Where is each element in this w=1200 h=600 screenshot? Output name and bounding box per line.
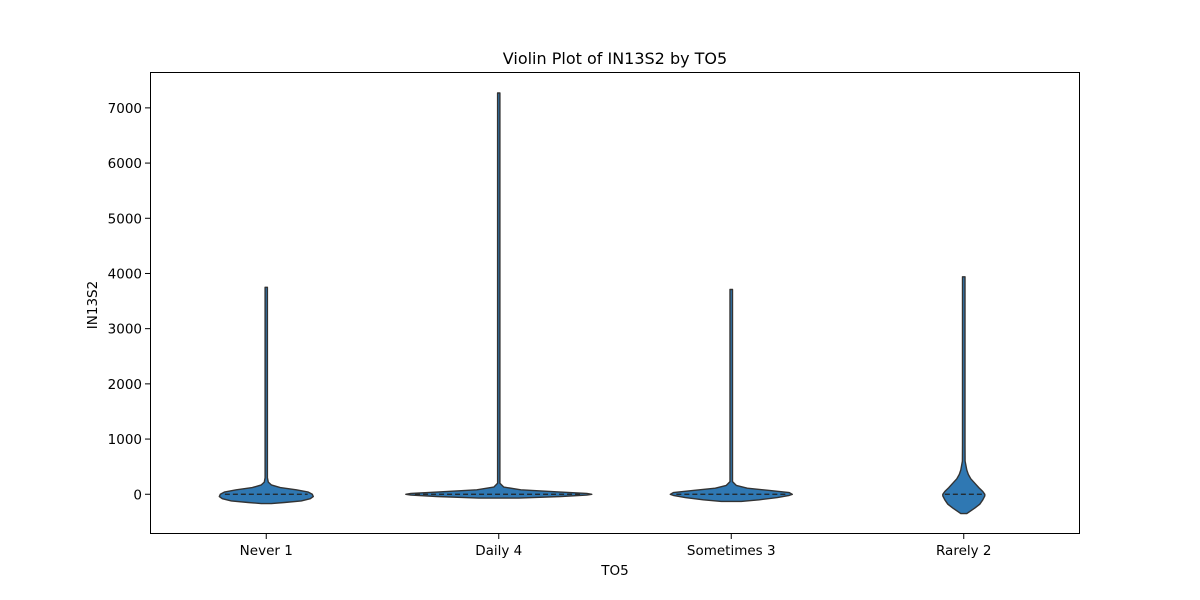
chart-title: Violin Plot of IN13S2 by TO5	[503, 49, 727, 68]
y-tick-label: 0	[133, 487, 142, 503]
x-tick-label: Daily 4	[475, 543, 522, 559]
x-axis-ticks: Never 1 Daily 4 Sometimes 3 Rarely 2	[240, 534, 992, 559]
violin-body	[942, 276, 986, 515]
x-tick-label: Sometimes 3	[687, 543, 776, 559]
x-tick-label: Never 1	[240, 543, 293, 559]
x-tick-label: Rarely 2	[936, 543, 992, 559]
y-axis-ticks: 0 1000 2000 3000 4000 5000 6000 7000	[108, 101, 150, 503]
y-tick-label: 1000	[108, 432, 142, 448]
y-axis-label: IN13S2	[85, 281, 101, 329]
y-tick-label: 4000	[108, 266, 142, 282]
y-tick-label: 5000	[108, 211, 142, 227]
violin-body	[669, 288, 793, 503]
y-tick-label: 3000	[108, 322, 142, 338]
violins-group	[218, 92, 986, 515]
y-tick-label: 2000	[108, 377, 142, 393]
plot-frame	[150, 72, 1080, 534]
y-tick-label: 7000	[108, 101, 142, 117]
violin-body	[405, 92, 593, 499]
violin-body	[218, 286, 314, 505]
x-axis-label: TO5	[600, 563, 628, 579]
y-tick-label: 6000	[108, 156, 142, 172]
